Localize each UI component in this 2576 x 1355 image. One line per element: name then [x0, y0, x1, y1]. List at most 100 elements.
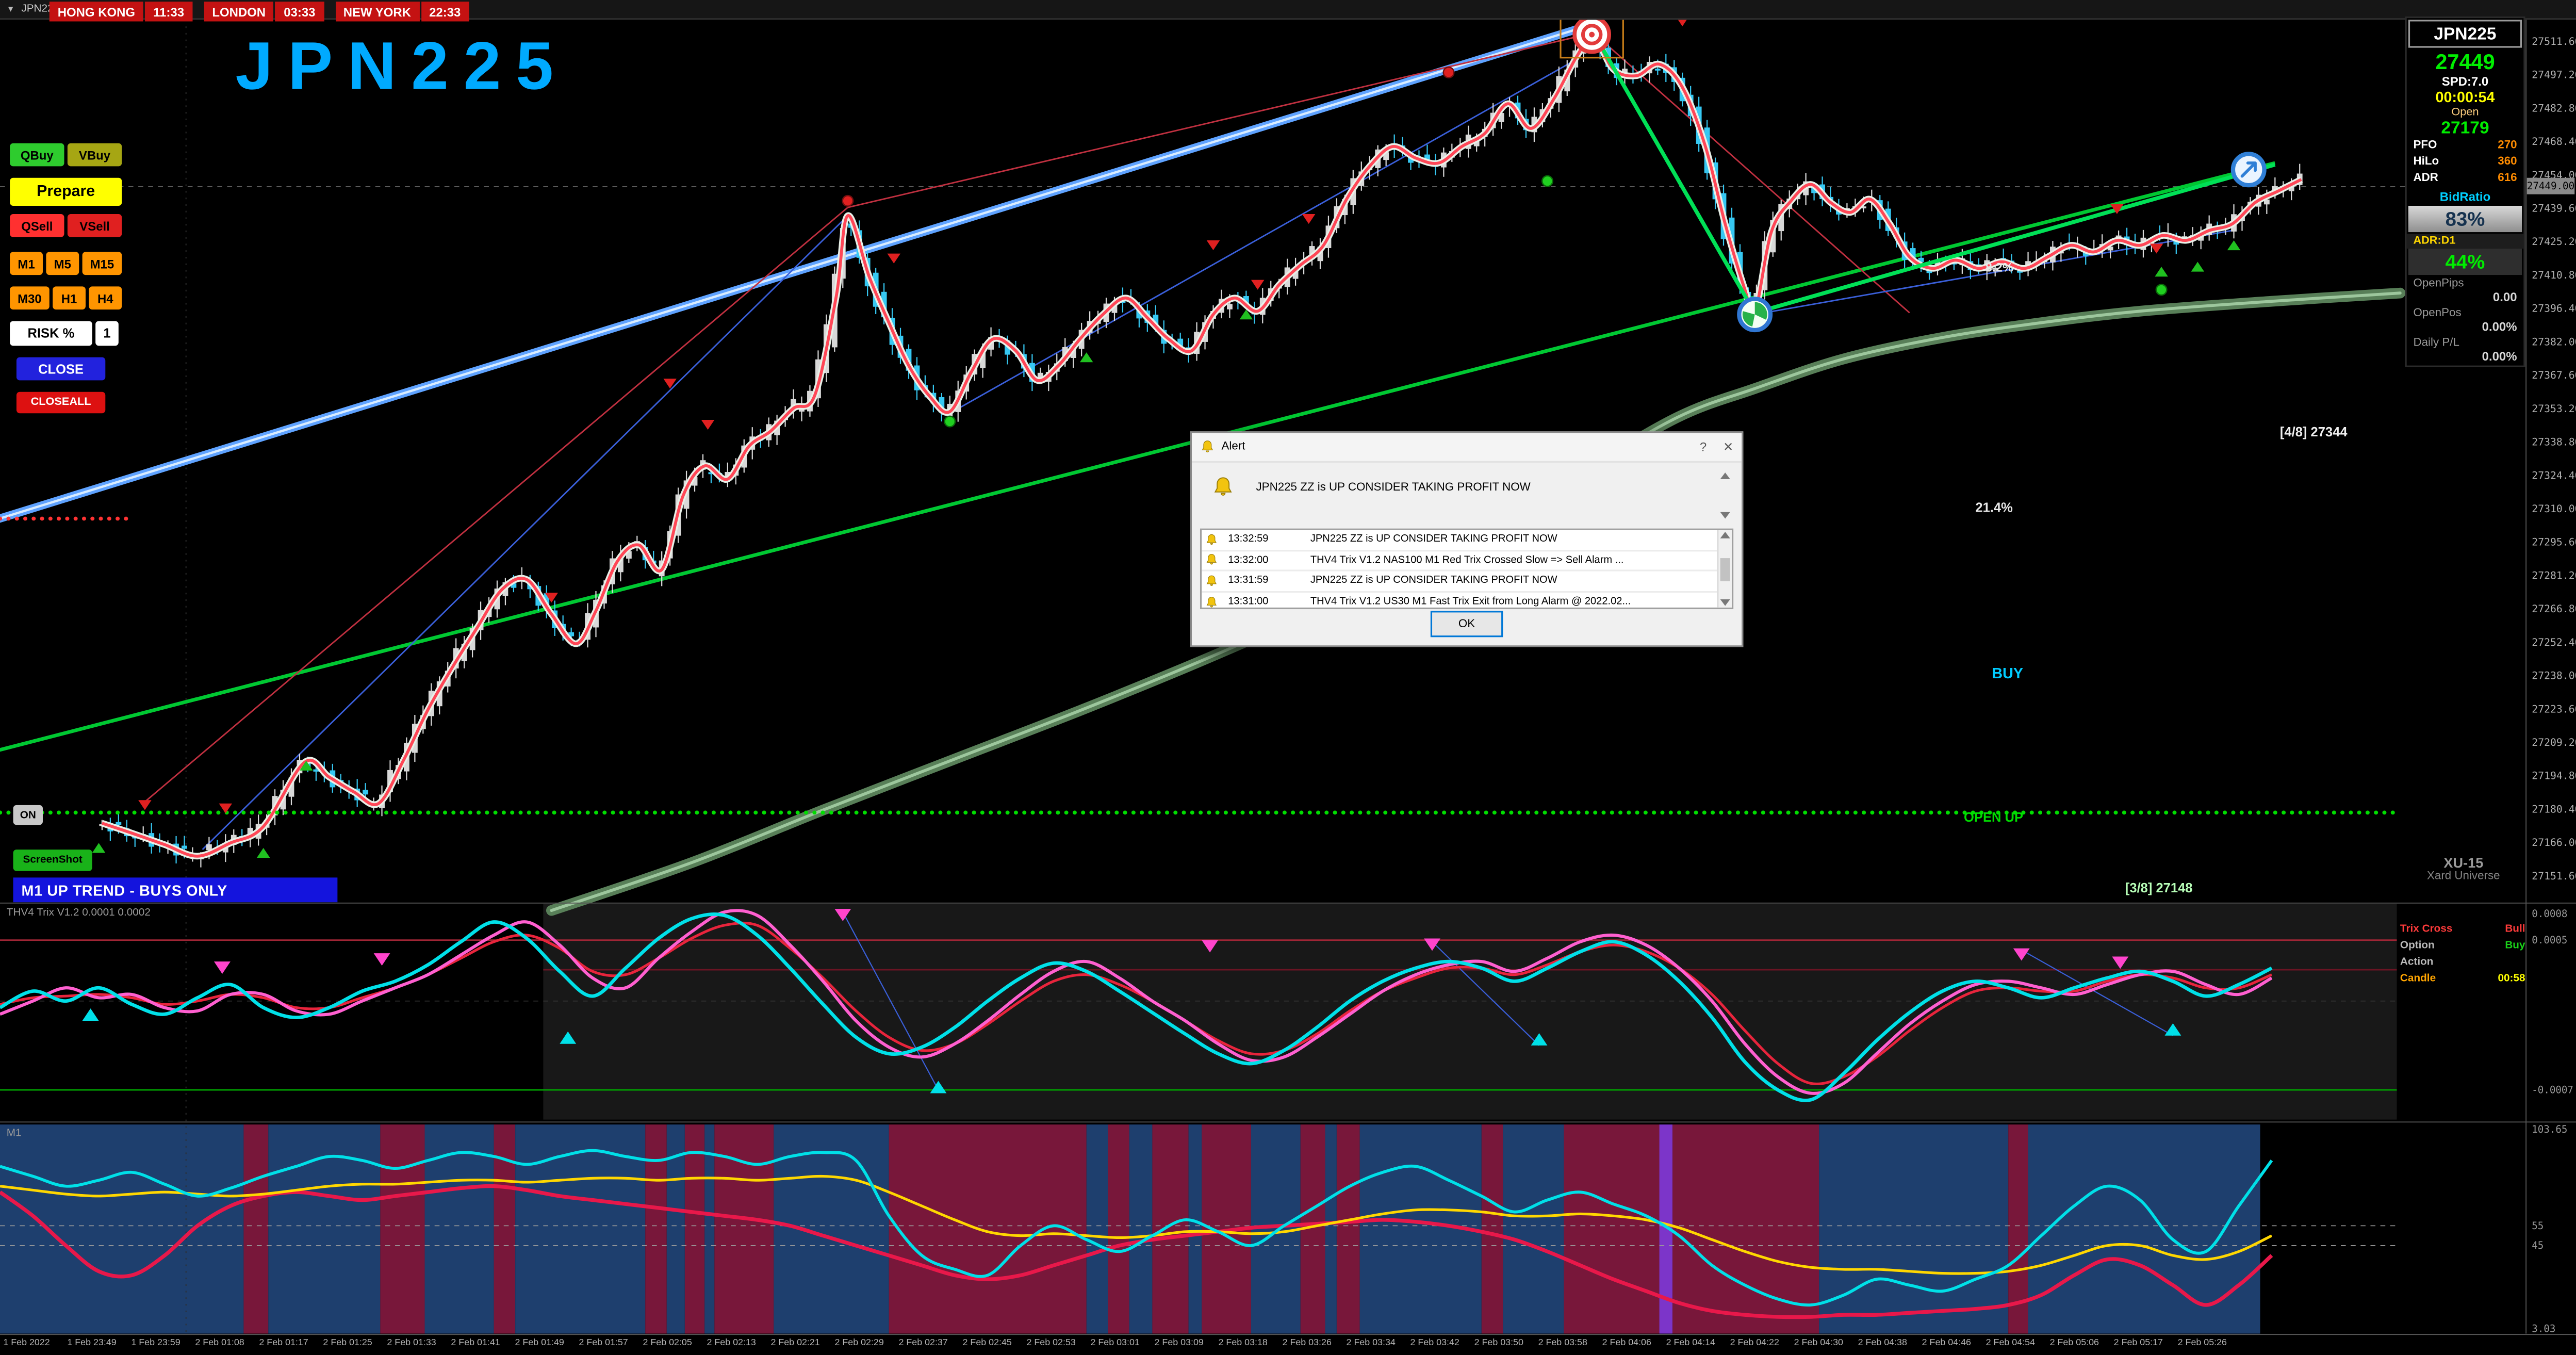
retracement-8-2-label: 8.2%	[1985, 260, 2014, 275]
risk-percent-input[interactable]: 1	[95, 321, 119, 346]
scrollbar-thumb[interactable]	[1720, 557, 1730, 581]
session-london: LONDON 03:33	[204, 2, 324, 22]
prepare-button[interactable]: Prepare	[10, 177, 122, 206]
alert-history-list[interactable]: 13:32:59 JPN225 ZZ is UP CONSIDER TAKING …	[1200, 528, 1734, 610]
trix-cross-value: Bull	[2505, 923, 2525, 936]
stats-hilo-value: 360	[2498, 156, 2517, 168]
alert-time: 13:32:59	[1228, 534, 1269, 546]
session-name: NEW YORK	[335, 2, 419, 22]
alert-text: JPN225 ZZ is UP CONSIDER TAKING PROFIT N…	[1310, 575, 1557, 587]
close-button[interactable]: CLOSE	[16, 357, 106, 381]
bell-icon	[1205, 533, 1219, 547]
price-axis-label: 27353.20	[2532, 403, 2576, 415]
price-axis-label: 27223.60	[2532, 703, 2576, 715]
price-axis-label: 27324.40	[2532, 469, 2576, 481]
murrey-level-4-8-label: [4/8] 27344	[2279, 425, 2348, 440]
alert-row[interactable]: 13:32:59 JPN225 ZZ is UP CONSIDER TAKING …	[1202, 530, 1732, 551]
time-axis-label: 2 Feb 01:33	[387, 1338, 436, 1349]
scroll-up-icon[interactable]	[1720, 532, 1730, 538]
alert-row[interactable]: 13:31:59 JPN225 ZZ is UP CONSIDER TAKING …	[1202, 572, 1732, 593]
symbol-stats-panel: JPN225 27449 SPD:7.0 00:00:54 Open 27179…	[2405, 16, 2525, 367]
stats-pfo-label: PFO	[2413, 140, 2437, 152]
time-axis-label: 2 Feb 04:54	[1986, 1338, 2035, 1349]
trix-axis-label: 0.0008	[2532, 908, 2567, 920]
time-axis-label: 2 Feb 04:38	[1858, 1338, 1907, 1349]
time-axis-label: 2 Feb 01:57	[579, 1338, 628, 1349]
stats-pfo-row: PFO 270	[2407, 138, 2524, 155]
trix-action-label: Action	[2400, 956, 2434, 968]
alert-text: JPN225 ZZ is UP CONSIDER TAKING PROFIT N…	[1310, 534, 1557, 546]
time-axis-label: 2 Feb 03:09	[1154, 1338, 1204, 1349]
symbol-watermark: JPN225	[235, 28, 568, 103]
timeframe-m1-button[interactable]: M1	[10, 252, 43, 275]
price-axis-label: 27425.20	[2532, 236, 2576, 248]
closeall-button[interactable]: CLOSEALL	[16, 391, 106, 414]
price-axis-label: 27497.20	[2532, 69, 2576, 81]
list-scrollbar[interactable]	[1717, 530, 1732, 608]
message-scrollbar[interactable]	[1718, 472, 1730, 519]
stats-adrd1-value: 44%	[2408, 248, 2522, 275]
price-axis-label: 27252.40	[2532, 636, 2576, 648]
trix-action-row: Action	[2400, 955, 2525, 971]
alert-time: 13:32:00	[1228, 554, 1269, 566]
time-axis-label: 2 Feb 01:41	[451, 1338, 500, 1349]
vsell-button[interactable]: VSell	[67, 214, 122, 237]
screenshot-button[interactable]: ScreenShot	[13, 850, 92, 871]
time-axis-label: 2 Feb 03:34	[1346, 1338, 1396, 1349]
timeframe-m30-button[interactable]: M30	[10, 286, 50, 310]
scroll-down-icon[interactable]	[1719, 512, 1730, 519]
price-axis-label: 27266.80	[2532, 603, 2576, 615]
scroll-up-icon[interactable]	[1719, 472, 1730, 479]
trix-candle-row: Candle 00:58	[2400, 971, 2525, 988]
scroll-down-icon[interactable]	[1720, 599, 1730, 606]
bell-icon	[1200, 439, 1215, 454]
timeframe-h4-button[interactable]: H4	[89, 286, 122, 310]
brand-line1: XU-15	[2443, 854, 2484, 871]
chart-dropdown-icon[interactable]: ▼	[6, 4, 15, 14]
stats-open-value: 27179	[2441, 118, 2489, 139]
price-axis-label: 27468.40	[2532, 136, 2576, 148]
trix-option-value: Buy	[2505, 940, 2525, 952]
trix-candle-label: Candle	[2400, 973, 2436, 985]
timeframe-m5-button[interactable]: M5	[46, 252, 79, 275]
time-axis[interactable]: 1 Feb 2022 1 Feb 23:49 1 Feb 23:59 2 Feb 01…	[0, 1335, 2576, 1355]
time-axis-label: 1 Feb 2022	[3, 1338, 50, 1349]
qbuy-button[interactable]: QBuy	[10, 143, 64, 167]
stats-daily-pl-value: 0.00%	[2482, 349, 2517, 364]
stats-adr-value: 616	[2498, 173, 2517, 185]
trix-option-label: Option	[2400, 940, 2435, 952]
time-axis-label: 2 Feb 01:08	[195, 1338, 244, 1349]
ok-button[interactable]: OK	[1430, 611, 1503, 638]
price-axis-label: 27482.80	[2532, 102, 2576, 114]
trix-indicator-label: THV4 Trix V1.2 0.0001 0.0002	[6, 907, 151, 919]
time-axis-label: 2 Feb 03:58	[1538, 1338, 1587, 1349]
stats-price: 27449	[2435, 49, 2495, 74]
alert-row[interactable]: 13:31:00 THV4 Trix V1.2 US30 M1 Fast Trix…	[1202, 592, 1732, 608]
momentum-axis-label: 55	[2532, 1220, 2544, 1232]
dialog-close-button[interactable]: ✕	[1723, 439, 1734, 454]
stats-bidratio-label: BidRatio	[2439, 189, 2491, 204]
alert-row[interactable]: 13:32:00 THV4 Trix V1.2 NAS100 M1 Red Tri…	[1202, 551, 1732, 572]
time-axis-label: 2 Feb 03:50	[1474, 1338, 1523, 1349]
alert-dialog-titlebar[interactable]: Alert ? ✕	[1192, 433, 1742, 463]
qsell-button[interactable]: QSell	[10, 214, 64, 237]
stats-adrd1-label: ADR:D1	[2406, 234, 2524, 249]
buy-signal-label: BUY	[1992, 665, 2024, 682]
vbuy-button[interactable]: VBuy	[67, 143, 122, 167]
time-axis-label: 2 Feb 05:06	[2049, 1338, 2099, 1349]
price-ribbon	[0, 31, 2399, 860]
time-axis-label: 2 Feb 04:30	[1794, 1338, 1843, 1349]
stats-open-label: Open	[2451, 107, 2479, 119]
stats-adr-row: ADR 616	[2407, 171, 2524, 188]
stats-hilo-label: HiLo	[2413, 156, 2439, 168]
stats-openpos-value: 0.00%	[2482, 319, 2517, 334]
dialog-help-button[interactable]: ?	[1699, 439, 1707, 454]
time-axis-label: 2 Feb 02:37	[898, 1338, 948, 1349]
on-toggle-button[interactable]: ON	[13, 805, 43, 825]
session-time: 22:33	[421, 2, 469, 22]
timeframe-m15-button[interactable]: M15	[82, 252, 122, 275]
price-axis-label: 27310.00	[2532, 503, 2576, 515]
timeframe-h1-button[interactable]: H1	[53, 286, 86, 310]
stats-openpips-label: OpenPips	[2413, 278, 2464, 290]
